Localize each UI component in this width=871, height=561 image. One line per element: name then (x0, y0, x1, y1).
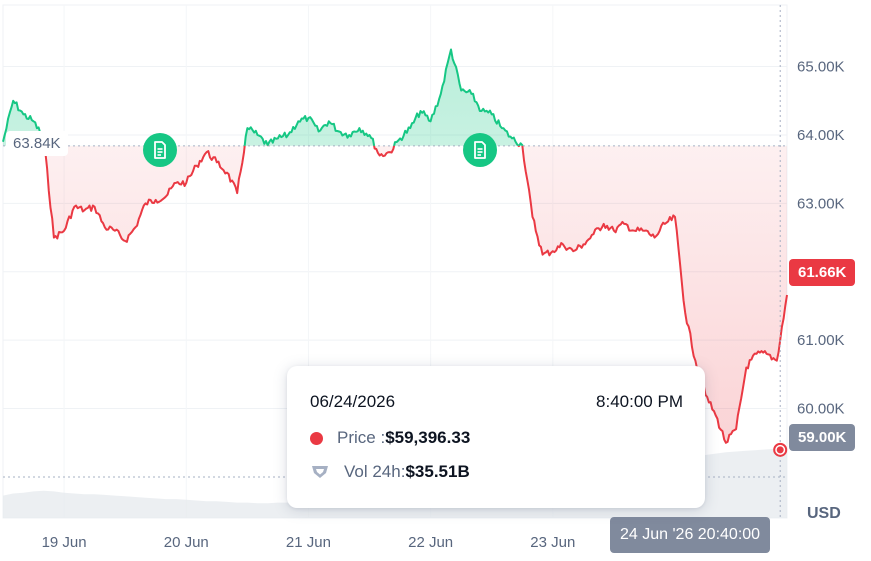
tooltip-price-row: Price : $59,396.33 (310, 428, 470, 448)
hover-point (776, 446, 784, 454)
news-marker-1[interactable] (143, 133, 177, 167)
x-axis: 19 Jun 20 Jun 21 Jun 22 Jun 23 Jun (42, 534, 576, 551)
tooltip-volume-label: Vol 24h: (344, 462, 406, 481)
tooltip-price-value: $59,396.33 (385, 428, 471, 447)
tooltip-volume-row: Vol 24h: $35.51B (310, 462, 470, 482)
currency-unit-label: USD (807, 505, 841, 522)
volume-shield-icon (312, 466, 328, 478)
price-series-dot-icon (310, 431, 323, 445)
price-area-below (44, 145, 787, 443)
x-tick-label: 22 Jun (408, 534, 453, 551)
area-layer (3, 49, 787, 443)
reference-price-tag: 63.84K (6, 131, 68, 156)
crosshair-time-tag: 24 Jun '26 20:40:00 (610, 517, 771, 553)
tooltip-date: 06/24/2026 (310, 392, 396, 411)
x-tick-label: 21 Jun (286, 534, 331, 551)
y-tick-label: 64.00K (797, 127, 845, 144)
last-price-tag: 61.66K (789, 259, 856, 286)
y-tick-label: 61.00K (797, 332, 845, 349)
document-icon (474, 141, 486, 159)
document-icon (154, 141, 166, 159)
price-line-down (43, 145, 788, 444)
y-tick-label: 65.00K (797, 59, 845, 76)
tooltip-price-label: Price : (337, 428, 386, 447)
crosshair-price-tag: 59.00K (789, 424, 856, 451)
chart-tooltip: 06/24/2026 8:40:00 PM Price : $59,396.33… (287, 366, 705, 508)
y-tick-label: 60.00K (797, 401, 845, 418)
tooltip-volume-value: $35.51B (405, 462, 470, 481)
x-tick-label: 20 Jun (164, 534, 209, 551)
x-tick-label: 19 Jun (42, 534, 87, 551)
y-tick-label: 63.00K (797, 195, 845, 212)
tooltip-time: 8:40:00 PM (596, 392, 683, 411)
price-line-up (2, 48, 524, 146)
x-tick-label: 23 Jun (530, 534, 575, 551)
news-marker-2[interactable] (463, 133, 497, 167)
